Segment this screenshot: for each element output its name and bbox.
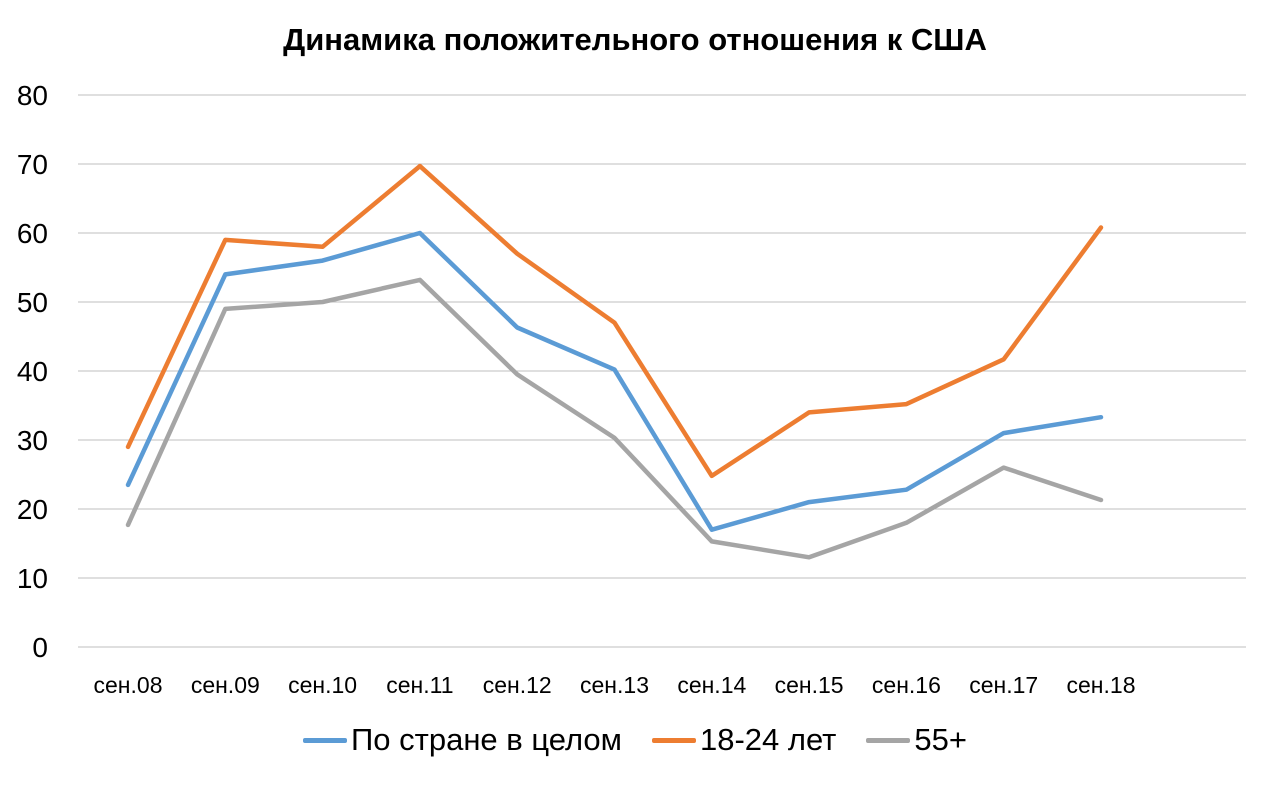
- y-tick-label: 70: [17, 149, 48, 180]
- x-tick-label: сен.13: [580, 672, 649, 698]
- legend: По стране в целом 18-24 лет 55+: [0, 722, 1270, 758]
- series-line-overall: [125, 230, 1104, 532]
- y-tick-label: 30: [17, 425, 48, 456]
- y-tick-label: 0: [32, 632, 48, 663]
- gridlines: [78, 94, 1246, 648]
- series-line-55plus: [125, 277, 1104, 560]
- legend-label-55plus: 55+: [914, 722, 967, 757]
- y-tick-label: 80: [17, 80, 48, 111]
- x-tick-label: сен.16: [872, 672, 941, 698]
- legend-label-18-24: 18-24 лет: [699, 722, 837, 757]
- x-axis-tick-labels: сен.08 сен.09 сен.10 сен.11 сен.12 сен.13 сен.…: [94, 672, 1136, 698]
- series-lines: [125, 163, 1104, 560]
- y-tick-label: 50: [17, 287, 48, 318]
- x-tick-label: сен.11: [386, 672, 453, 698]
- x-tick-label: сен.14: [677, 672, 746, 698]
- x-tick-label: сен.17: [969, 672, 1038, 698]
- legend-label-overall: По стране в целом: [351, 722, 622, 757]
- legend-swatch-55plus: [866, 737, 911, 743]
- y-tick-label: 60: [17, 218, 48, 249]
- y-tick-label: 20: [17, 494, 48, 525]
- y-tick-label: 10: [17, 563, 48, 594]
- legend-item-55plus: 55+: [866, 722, 967, 758]
- legend-swatch-18-24: [651, 737, 696, 743]
- x-tick-label: сен.10: [288, 672, 357, 698]
- y-axis-tick-labels: 0 10 20 30 40 50 60 70 80: [17, 80, 48, 663]
- legend-item-18-24: 18-24 лет: [651, 722, 837, 758]
- chart-title: Динамика положительного отношения к США: [283, 22, 987, 57]
- x-tick-label: сен.18: [1067, 672, 1136, 698]
- legend-swatch-overall: [303, 737, 347, 743]
- legend-item-overall: По стране в целом: [303, 722, 622, 758]
- x-tick-label: сен.12: [483, 672, 552, 698]
- x-tick-label: сен.09: [191, 672, 260, 698]
- x-tick-label: сен.08: [94, 672, 163, 698]
- series-line-18-24: [125, 163, 1104, 479]
- x-tick-label: сен.15: [775, 672, 844, 698]
- y-tick-label: 40: [17, 356, 48, 387]
